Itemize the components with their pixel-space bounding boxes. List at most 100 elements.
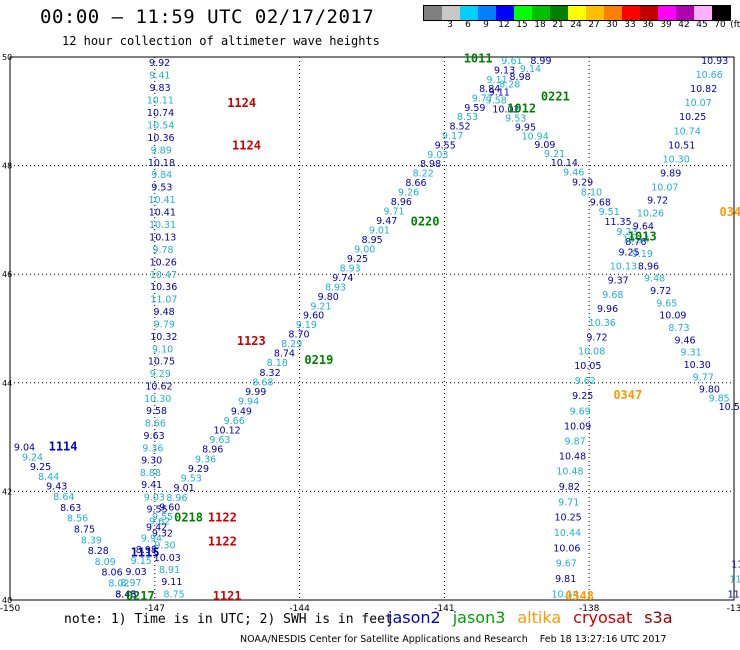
swh-value-label: 9.67 [556, 559, 577, 570]
swh-value-label: 9.29 [188, 464, 209, 475]
track-time-label: 0221 [541, 89, 570, 103]
swh-value-label: 10.14 [623, 235, 650, 246]
swh-value-label: 10.47 [150, 270, 177, 281]
chart-title: 00:00 – 11:59 UTC 02/17/2017 [40, 6, 375, 28]
track-time-label: 0218 [174, 510, 203, 524]
swh-value-label: 9.68 [590, 197, 611, 208]
lat-tick-label: 48 [2, 162, 12, 171]
swh-value-label: 8.02 [108, 578, 129, 589]
swh-value-label: 10.07 [651, 182, 678, 193]
swh-value-label: 10.32 [150, 332, 177, 343]
swh-value-label: 9.11 [161, 577, 182, 588]
lon-tick-label: -13 [727, 604, 740, 614]
swh-value-label: 9.26 [398, 188, 419, 199]
swh-value-label: 8.70 [288, 330, 309, 341]
swh-value-label: 10.75 [148, 357, 175, 368]
swh-value-label: 9.29 [572, 177, 593, 188]
swh-value-label: 9.71 [383, 207, 404, 218]
swh-value-label: 10.13 [610, 262, 637, 273]
colorbar-swatch [568, 6, 586, 20]
chart-subtitle: 12 hour collection of altimeter wave hei… [62, 34, 380, 48]
colorbar-tick-label: 15 [516, 20, 528, 30]
swh-value-label: 10.26 [637, 208, 664, 219]
swh-value-label: 9.48 [154, 307, 175, 318]
swh-value-label: 10.41 [148, 195, 175, 206]
swh-value-label: 8.96 [638, 261, 659, 272]
track-time-label: 1115 [131, 546, 160, 560]
swh-value-label: 8.98 [510, 72, 531, 83]
colorbar-swatch [514, 6, 532, 20]
swh-value-label: 9.24 [22, 452, 43, 463]
swh-value-label: 9.25 [572, 391, 593, 402]
swh-value-label: 8.46 [115, 589, 136, 600]
swh-value-label: 9.51 [599, 207, 620, 218]
swh-value-label: 10.14 [551, 589, 578, 600]
swh-value-label: 9.32 [152, 528, 173, 539]
swh-value-label: 8.96 [166, 493, 187, 504]
colorbar-tick-label: 45 [696, 20, 708, 30]
colorbar-tick-label: 9 [483, 20, 489, 30]
swh-value-label: 9.49 [231, 406, 252, 417]
swh-value-label: 9.11 [489, 87, 510, 98]
track-time-label: 0348 [565, 589, 594, 603]
colorbar-swatch [460, 6, 478, 20]
lat-tick-label: 42 [2, 487, 12, 496]
swh-value-label: 9.29 [150, 369, 171, 380]
swh-value-label: 9.62 [575, 376, 596, 387]
swh-value-label: 9.95 [515, 122, 536, 133]
colorbar-tick-label: 70 [714, 20, 726, 30]
swh-value-label: 11.6 [729, 574, 740, 585]
swh-value-label: 8.99 [530, 56, 551, 67]
swh-value-label: 9.09 [534, 140, 555, 151]
swh-value-label: 9.77 [472, 94, 493, 105]
swh-value-label: 9.10 [152, 344, 173, 355]
swh-value-label: 9.89 [660, 168, 681, 179]
swh-value-label: 8.29 [281, 339, 302, 350]
colorbar-tick-label: 3 [447, 20, 453, 30]
colorbar-swatch [550, 6, 568, 20]
swh-value-label: 9.03 [126, 567, 147, 578]
swh-value-label: 10.36 [589, 318, 616, 329]
swh-value-label: 8.68 [252, 377, 273, 388]
swh-value-label: 9.53 [151, 183, 172, 194]
swh-value-label: 8.97 [120, 578, 141, 589]
swh-value-label: 10.62 [145, 381, 172, 392]
colorbar-swatch [442, 6, 460, 20]
colorbar-unit-label: (ft) [730, 20, 740, 30]
swh-value-label: 9.15 [131, 556, 152, 567]
lat-tick-label: 46 [2, 270, 12, 279]
swh-value-label: 11. [731, 559, 740, 570]
colorbar-swatch [694, 6, 712, 20]
swh-value-label: 8.93 [340, 263, 361, 274]
swh-value-label: 10.13 [149, 232, 176, 243]
swh-value-label: 8.32 [259, 368, 280, 379]
colorbar-tick-label: 36 [642, 20, 654, 30]
track-time-label: 0346 [720, 205, 740, 219]
swh-value-label: 8.18 [267, 358, 288, 369]
swh-value-label: 9.71 [558, 497, 579, 508]
units-note: note: 1) Time is in UTC; 2) SWH is in fe… [64, 612, 393, 627]
legend-cryosat: cryosat [573, 608, 633, 627]
colorbar-swatch [622, 6, 640, 20]
swh-value-label: 10.94 [522, 131, 549, 142]
swh-value-label: 9.55 [146, 504, 167, 515]
swh-value-label: 9.21 [310, 301, 331, 312]
satellite-legend: jason2 jason3 altika cryosat s3a [388, 608, 685, 627]
swh-value-label: 9.30 [141, 456, 162, 467]
swh-value-label: 9.83 [149, 83, 170, 94]
swh-value-label: 8.98 [420, 159, 441, 170]
swh-value-label: 10.48 [559, 452, 586, 463]
swh-value-label: 8.28 [499, 80, 520, 91]
swh-value-label: 10.11 [147, 96, 174, 107]
swh-value-label: 10.30 [663, 154, 690, 165]
colorbar-tick-label: 33 [624, 20, 636, 30]
swh-value-label: 9.66 [224, 416, 245, 427]
swh-value-label: 9.72 [650, 286, 671, 297]
swh-value-label: 9.85 [709, 393, 730, 404]
swh-value-label: 10.66 [696, 70, 723, 81]
swh-value-label: 9.41 [149, 71, 170, 82]
swh-value-label: 9.46 [563, 167, 584, 178]
swh-value-label: 9.25 [618, 248, 639, 259]
swh-value-label: 8.75 [74, 525, 95, 536]
